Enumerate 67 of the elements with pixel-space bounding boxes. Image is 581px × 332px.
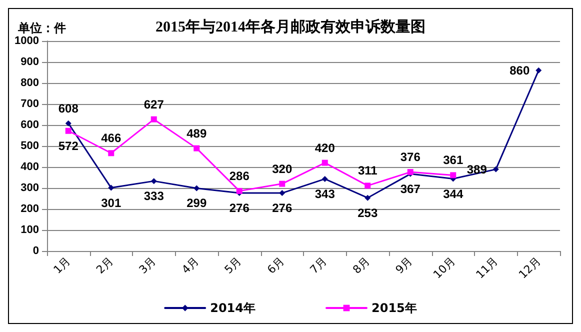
data-label: 276 xyxy=(272,201,292,216)
point xyxy=(65,120,72,126)
data-label: 320 xyxy=(272,162,292,176)
x-tick-label: 8月 xyxy=(350,254,372,276)
y-tick-label: 0 xyxy=(32,245,39,257)
data-label: 299 xyxy=(186,196,207,210)
x-tick-label: 3月 xyxy=(136,254,158,276)
point xyxy=(150,178,157,184)
x-tick-label: 10月 xyxy=(430,254,458,282)
point xyxy=(194,185,200,192)
point xyxy=(364,194,371,201)
point xyxy=(450,172,456,178)
point xyxy=(108,150,114,156)
x-tick-label: 12月 xyxy=(516,254,544,282)
point xyxy=(236,188,242,194)
y-tick-label: 200 xyxy=(20,203,39,215)
point xyxy=(279,190,286,196)
point xyxy=(322,160,328,166)
y-tick-label: 600 xyxy=(20,119,39,131)
point xyxy=(364,182,371,189)
y-tick-label: 900 xyxy=(20,56,39,68)
data-label: 286 xyxy=(229,168,250,183)
data-label: 860 xyxy=(510,63,530,78)
point xyxy=(492,166,499,172)
data-label: 301 xyxy=(101,196,122,210)
legend-label: 2014年 xyxy=(210,301,256,315)
data-label: 466 xyxy=(101,131,122,146)
y-tick-label: 100 xyxy=(20,224,39,236)
data-label: 361 xyxy=(443,153,464,168)
y-tick-label: 500 xyxy=(20,140,39,152)
x-tick-label: 6月 xyxy=(264,254,287,276)
text: 单位：件 xyxy=(17,21,66,35)
point xyxy=(65,128,72,134)
x-tick-label: 11月 xyxy=(474,254,500,282)
x-tick-label: 2月 xyxy=(94,254,116,276)
point xyxy=(536,67,542,74)
point xyxy=(108,184,114,191)
x-tick-label: 9月 xyxy=(393,254,415,276)
data-label: 333 xyxy=(144,189,164,204)
x-tick-label: 4月 xyxy=(179,254,202,276)
x-tick-label: 7月 xyxy=(308,254,330,276)
data-label: 253 xyxy=(358,206,378,220)
point xyxy=(194,145,200,152)
data-label: 311 xyxy=(358,164,378,178)
data-label: 420 xyxy=(314,140,336,155)
data-label: 389 xyxy=(466,162,488,176)
point xyxy=(322,176,328,182)
y-tick-label: 800 xyxy=(20,77,39,89)
y-tick-label: 1000 xyxy=(14,35,39,47)
data-label: 367 xyxy=(400,182,421,196)
data-label: 276 xyxy=(229,201,250,216)
point xyxy=(150,116,157,122)
chart-title: 2015年与2014年各月邮政有效申诉数量图 xyxy=(156,18,426,36)
x-tick-label: 1月 xyxy=(51,254,73,276)
data-label: 572 xyxy=(58,138,79,153)
data-label: 608 xyxy=(58,101,79,116)
y-tick-label: 300 xyxy=(20,182,39,194)
data-label: 344 xyxy=(443,186,464,201)
point xyxy=(279,180,286,187)
x-tick-label: 5月 xyxy=(222,254,244,276)
y-tick-label: 700 xyxy=(20,98,39,110)
legend-label: 2015年 xyxy=(372,301,417,315)
data-label: 627 xyxy=(144,97,164,112)
data-label: 489 xyxy=(186,126,207,140)
data-label: 343 xyxy=(314,186,336,201)
data-label: 376 xyxy=(400,150,421,164)
y-tick-label: 400 xyxy=(20,161,39,173)
